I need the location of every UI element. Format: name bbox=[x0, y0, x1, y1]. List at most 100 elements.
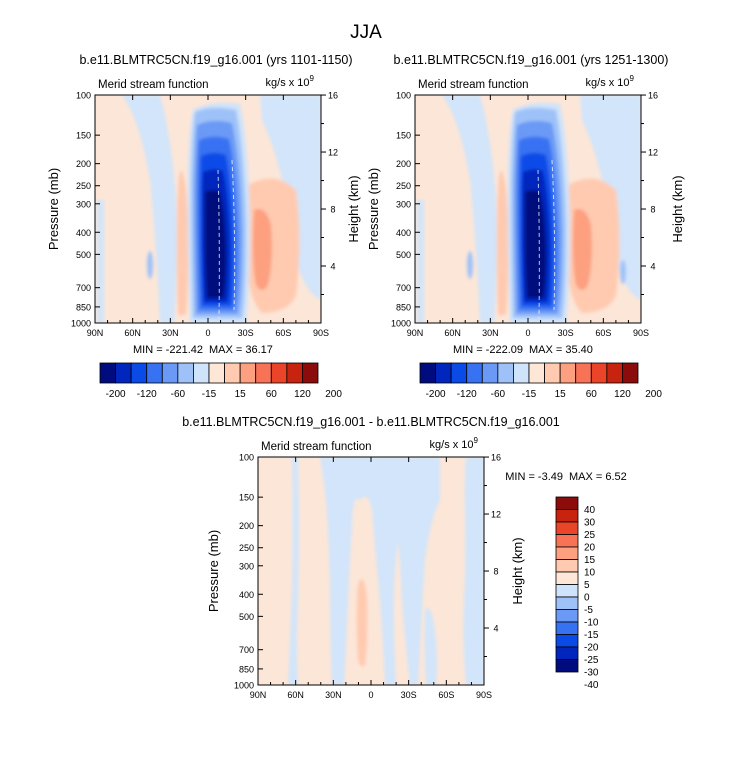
panel-a-colorbar-box bbox=[239, 362, 257, 384]
panel-b-x-tick-label: 30S bbox=[558, 328, 574, 338]
panel-c-plot bbox=[258, 457, 484, 685]
panel-a-colorbar-label: 60 bbox=[266, 389, 278, 400]
panel-c-ylabel-right: Height (km) bbox=[510, 537, 525, 604]
panel-a-colorbar-label: 15 bbox=[235, 389, 247, 400]
panel-c-colorbar-label: -5 bbox=[584, 605, 593, 616]
panel-c-y-tick-label: 200 bbox=[239, 521, 254, 531]
panel-a-colorbar-box bbox=[161, 362, 179, 384]
panel-c-colorbar-label: 30 bbox=[584, 518, 596, 529]
panel-c-x-tick-label: 60S bbox=[438, 690, 454, 700]
panel-c-colorbar-box bbox=[555, 634, 579, 648]
figure-title: JJA bbox=[350, 22, 382, 43]
panel-a-contour-pos-3 bbox=[252, 209, 272, 290]
panel-c-colorbar-box bbox=[555, 609, 579, 623]
panel-a-y-tick-label: 100 bbox=[76, 91, 91, 101]
panel-c-x-tick-label: 90S bbox=[476, 690, 492, 700]
panel-a-y-tick-label: 400 bbox=[76, 228, 91, 238]
panel-b-title: b.e11.BLMTRC5CN.f19_g16.001 (yrs 1251-13… bbox=[394, 53, 669, 67]
panel-b-x-tick-label: 0 bbox=[525, 328, 530, 338]
panel-c-colorbar-label: 5 bbox=[584, 580, 590, 591]
panel-c-colorbar-label: -15 bbox=[584, 630, 599, 641]
panel-b-colorbar-box bbox=[575, 362, 592, 384]
panel-b-y-right-tick-label: 4 bbox=[650, 262, 655, 272]
panel-c-colorbar-box bbox=[555, 546, 579, 560]
panel-c-units-text: kg/s x 10 bbox=[430, 439, 474, 451]
panel-a-colorbar-box bbox=[224, 362, 241, 384]
panel-c-colorbar-label: -25 bbox=[584, 655, 599, 666]
panel-b-x-tick-label: 60S bbox=[595, 328, 611, 338]
panel-c-min: MIN = -3.49 bbox=[505, 471, 563, 483]
panel-b-y-right-tick-label: 8 bbox=[650, 205, 655, 215]
panel-c-max: MAX = 6.52 bbox=[569, 471, 627, 483]
panel-c-title: b.e11.BLMTRC5CN.f19_g16.001 - b.e11.BLMT… bbox=[182, 415, 560, 429]
panel-a-colorbar-box bbox=[146, 362, 163, 384]
panel-a-colorbar-box bbox=[208, 362, 225, 384]
panel-b-colorbar-label: -60 bbox=[491, 389, 506, 400]
panel-a-left-label: Merid stream function bbox=[98, 79, 209, 91]
panel-c-colorbar-box bbox=[555, 534, 579, 548]
panel-c-units-exp: 9 bbox=[474, 436, 479, 445]
panel-b-max: MAX = 35.40 bbox=[529, 344, 593, 356]
panel-c-units: kg/s x 109 bbox=[430, 436, 479, 451]
panel-a-min: MIN = -221.42 bbox=[133, 344, 203, 356]
panel-b-contour-neg-spot bbox=[467, 251, 473, 279]
panel-c-ylabel: Pressure (mb) bbox=[206, 530, 221, 612]
panel-a-x-tick-label: 30S bbox=[238, 328, 254, 338]
panel-b-y-right-tick-label: 16 bbox=[648, 91, 658, 101]
panel-a-x-tick-label: 90S bbox=[313, 328, 329, 338]
panel-a-y-right-tick-label: 4 bbox=[330, 262, 335, 272]
panel-b-x-tick-label: 90N bbox=[407, 328, 424, 338]
panel-a-y-tick-label: 500 bbox=[76, 250, 91, 260]
panel-a-colorbar-box bbox=[302, 362, 319, 384]
panel-b-contour-neg-west-2 bbox=[417, 200, 424, 323]
panel-a-colorbar-box bbox=[286, 362, 303, 384]
panel-a-colorbar-box bbox=[130, 362, 148, 384]
panel-c-y-tick-label: 300 bbox=[239, 561, 254, 571]
panel-c-y-right-tick-label: 12 bbox=[491, 510, 501, 520]
panel-c-y-tick-label: 100 bbox=[239, 453, 254, 463]
panel-c-colorbar-box bbox=[555, 571, 579, 585]
panel-a-colorbar-box bbox=[193, 362, 210, 384]
panel-b-ylabel: Pressure (mb) bbox=[366, 168, 381, 250]
panel-a-contour-lev-7 bbox=[205, 190, 226, 298]
panel-c-contour-pos-2 bbox=[356, 579, 368, 667]
panel-b-colorbar-box bbox=[544, 362, 561, 384]
panel-b-ylabel-right: Height (km) bbox=[670, 175, 685, 242]
panel-a-y-tick-label: 700 bbox=[76, 283, 91, 293]
panel-a-x-tick-label: 0 bbox=[205, 328, 210, 338]
panel-b-y-tick-label: 150 bbox=[396, 131, 411, 141]
panel-c-x-tick-label: 30N bbox=[325, 690, 342, 700]
panel-a-axes: 90N 60N 30N 0 30S 60S 90S 100 150 200 250 300 400 500… bbox=[71, 91, 338, 339]
panel-a: b.e11.BLMTRC5CN.f19_g16.001 (yrs 1101-11… bbox=[46, 53, 361, 400]
panel-b-axes: 90N 60N 30N 0 30S 60S 90S 100 150 200 250 300 400 500… bbox=[391, 91, 658, 339]
panel-a-colorbar-label: -15 bbox=[202, 389, 217, 400]
panel-b-units-text: kg/s x 10 bbox=[586, 77, 630, 89]
panel-a-colorbar-box bbox=[177, 362, 194, 384]
panel-c-colorbar-box bbox=[555, 559, 579, 573]
panel-a-ylabel-right: Height (km) bbox=[346, 175, 361, 242]
panel-a-y-right-tick-label: 8 bbox=[330, 205, 335, 215]
panel-b-y-tick-label: 500 bbox=[396, 250, 411, 260]
panel-a-x-tick-label: 60S bbox=[275, 328, 291, 338]
panel-c-y-tick-label: 700 bbox=[239, 645, 254, 655]
panel-c-y-tick-label: 500 bbox=[239, 612, 254, 622]
panel-b-zero-contour bbox=[537, 169, 540, 319]
panel-c-x-tick-label: 30S bbox=[401, 690, 417, 700]
panel-c-y-tick-label: 250 bbox=[239, 543, 254, 553]
panel-c-colorbar-box bbox=[555, 509, 579, 523]
panel-b-colorbar-box bbox=[590, 362, 608, 384]
panel-a-colorbar-box bbox=[115, 362, 132, 384]
panel-b-colorbar-box bbox=[606, 362, 623, 384]
panel-a-x-tick-label: 60N bbox=[124, 328, 141, 338]
panel-a-y-tick-label: 1000 bbox=[71, 319, 91, 329]
panel-c-colorbar-label: 15 bbox=[584, 555, 596, 566]
panel-a-colorbar-label: 200 bbox=[325, 389, 342, 400]
panel-b-min: MIN = -222.09 bbox=[453, 344, 523, 356]
panel-b-y-tick-label: 850 bbox=[396, 302, 411, 312]
panel-b-colorbar-box bbox=[466, 362, 483, 384]
panel-c-colorbar-label: 20 bbox=[584, 543, 596, 554]
panel-a-title: b.e11.BLMTRC5CN.f19_g16.001 (yrs 1101-11… bbox=[79, 53, 352, 67]
panel-b-colorbar-box bbox=[435, 362, 452, 384]
panel-c-colorbar-label: -30 bbox=[584, 668, 599, 679]
